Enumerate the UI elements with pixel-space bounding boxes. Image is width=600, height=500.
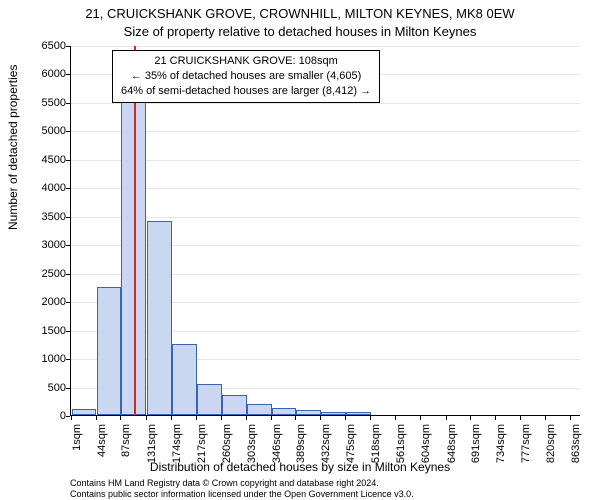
histogram-bar <box>72 409 97 415</box>
ytick-label: 500 <box>6 382 66 394</box>
xtick-label: 131sqm <box>146 424 158 474</box>
ytick-mark <box>66 217 70 218</box>
ytick-label: 4500 <box>6 154 66 166</box>
xtick-mark <box>120 416 121 420</box>
ytick-label: 1500 <box>6 325 66 337</box>
xtick-mark <box>196 416 197 420</box>
histogram-bar <box>346 412 371 415</box>
ytick-mark <box>66 388 70 389</box>
histogram-bar <box>272 408 297 415</box>
gridline <box>71 217 580 218</box>
annotation-line1: 21 CRUICKSHANK GROVE: 108sqm <box>121 54 371 69</box>
ytick-mark <box>66 188 70 189</box>
xtick-mark <box>146 416 147 420</box>
footer-line2: Contains public sector information licen… <box>70 489 414 499</box>
annotation-line3: 64% of semi-detached houses are larger (… <box>121 84 371 99</box>
xtick-mark <box>520 416 521 420</box>
annotation-box: 21 CRUICKSHANK GROVE: 108sqm ← 35% of de… <box>112 50 380 103</box>
xtick-label: 691sqm <box>470 424 482 474</box>
ytick-mark <box>66 245 70 246</box>
xtick-mark <box>221 416 222 420</box>
gridline <box>71 131 580 132</box>
xtick-label: 1sqm <box>71 424 83 474</box>
ytick-mark <box>66 274 70 275</box>
xtick-label: 518sqm <box>370 424 382 474</box>
xtick-label: 432sqm <box>320 424 332 474</box>
xtick-label: 777sqm <box>520 424 532 474</box>
xtick-mark <box>495 416 496 420</box>
histogram-bar <box>147 221 172 415</box>
ytick-mark <box>66 416 70 417</box>
xtick-label: 346sqm <box>271 424 283 474</box>
xtick-mark <box>295 416 296 420</box>
annotation-line2: ← 35% of detached houses are smaller (4,… <box>121 69 371 84</box>
ytick-label: 3500 <box>6 211 66 223</box>
ytick-label: 0 <box>6 410 66 422</box>
xtick-mark <box>246 416 247 420</box>
ytick-label: 5000 <box>6 125 66 137</box>
ytick-label: 3000 <box>6 239 66 251</box>
xtick-label: 217sqm <box>196 424 208 474</box>
xtick-label: 734sqm <box>495 424 507 474</box>
xtick-mark <box>271 416 272 420</box>
xtick-label: 475sqm <box>345 424 357 474</box>
histogram-bar <box>296 410 321 415</box>
xtick-mark <box>345 416 346 420</box>
ytick-mark <box>66 46 70 47</box>
ytick-mark <box>66 103 70 104</box>
xtick-label: 87sqm <box>120 424 132 474</box>
ytick-mark <box>66 131 70 132</box>
histogram-bar <box>321 412 346 415</box>
xtick-mark <box>320 416 321 420</box>
xtick-mark <box>71 416 72 420</box>
footer-line1: Contains HM Land Registry data © Crown c… <box>70 478 379 488</box>
histogram-bar <box>247 404 272 415</box>
ytick-mark <box>66 302 70 303</box>
xtick-label: 648sqm <box>446 424 458 474</box>
histogram-bar <box>222 395 247 415</box>
xtick-label: 303sqm <box>246 424 258 474</box>
ytick-label: 6500 <box>6 40 66 52</box>
xtick-mark <box>171 416 172 420</box>
ytick-label: 5500 <box>6 97 66 109</box>
ytick-label: 1000 <box>6 353 66 365</box>
xtick-label: 561sqm <box>395 424 407 474</box>
xtick-mark <box>545 416 546 420</box>
histogram-bar <box>172 344 197 415</box>
xtick-mark <box>470 416 471 420</box>
gridline <box>71 160 580 161</box>
xtick-label: 820sqm <box>545 424 557 474</box>
histogram-bar <box>97 287 122 415</box>
ytick-mark <box>66 160 70 161</box>
ytick-label: 6000 <box>6 68 66 80</box>
gridline <box>71 103 580 104</box>
xtick-label: 863sqm <box>570 424 582 474</box>
xtick-mark <box>570 416 571 420</box>
xtick-label: 389sqm <box>295 424 307 474</box>
xtick-mark <box>96 416 97 420</box>
gridline <box>71 188 580 189</box>
xtick-mark <box>370 416 371 420</box>
ytick-mark <box>66 74 70 75</box>
ytick-label: 2000 <box>6 296 66 308</box>
xtick-mark <box>395 416 396 420</box>
chart-title-line1: 21, CRUICKSHANK GROVE, CROWNHILL, MILTON… <box>0 6 600 21</box>
ytick-label: 2500 <box>6 268 66 280</box>
xtick-label: 604sqm <box>420 424 432 474</box>
ytick-mark <box>66 359 70 360</box>
chart-title-line2: Size of property relative to detached ho… <box>0 24 600 39</box>
gridline <box>71 46 580 47</box>
histogram-bar <box>197 384 222 415</box>
y-axis-label: Number of detached properties <box>6 65 20 230</box>
xtick-mark <box>420 416 421 420</box>
xtick-label: 174sqm <box>171 424 183 474</box>
ytick-label: 4000 <box>6 182 66 194</box>
ytick-mark <box>66 331 70 332</box>
xtick-mark <box>446 416 447 420</box>
xtick-label: 260sqm <box>221 424 233 474</box>
xtick-label: 44sqm <box>96 424 108 474</box>
